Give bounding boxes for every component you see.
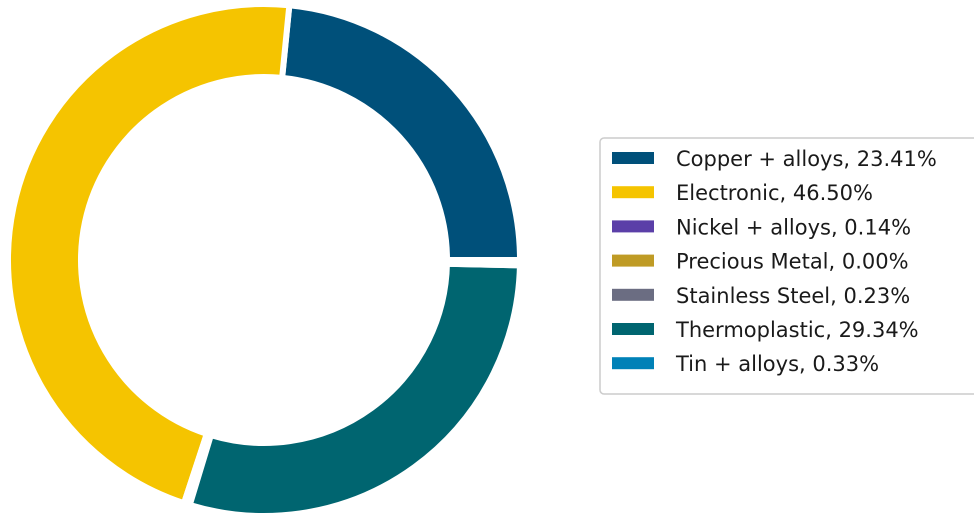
legend-label-copper-alloys: Copper + alloys, 23.41% bbox=[676, 147, 937, 171]
legend-swatch-electronic bbox=[612, 186, 654, 199]
slice-thermoplastic bbox=[185, 260, 524, 519]
legend-label-electronic: Electronic, 46.50% bbox=[676, 181, 873, 205]
legend: Copper + alloys, 23.41% Electronic, 46.50… bbox=[599, 137, 974, 395]
legend-label-precious-metal: Precious Metal, 0.00% bbox=[676, 250, 909, 274]
legend-swatch-precious-metal bbox=[612, 254, 654, 267]
legend-swatch-stainless-steel bbox=[612, 288, 654, 301]
donut-slices bbox=[5, 1, 524, 519]
legend-label-tin-alloys: Tin + alloys, 0.33% bbox=[675, 352, 879, 376]
legend-items: Copper + alloys, 23.41% Electronic, 46.50… bbox=[612, 147, 937, 376]
legend-label-stainless-steel: Stainless Steel, 0.23% bbox=[676, 284, 910, 308]
legend-label-nickel-alloys: Nickel + alloys, 0.14% bbox=[676, 215, 911, 239]
slice-tin-alloys bbox=[443, 257, 524, 269]
legend-frame bbox=[599, 137, 974, 395]
legend-swatch-copper-alloys bbox=[612, 152, 654, 164]
slice-copper-alloys bbox=[278, 1, 524, 263]
legend-swatch-thermoplastic bbox=[612, 323, 654, 335]
legend-label-thermoplastic: Thermoplastic, 29.34% bbox=[675, 318, 919, 342]
legend-swatch-nickel-alloys bbox=[612, 220, 654, 233]
legend-swatch-tin-alloys bbox=[612, 357, 654, 370]
slice-electronic bbox=[5, 1, 293, 507]
